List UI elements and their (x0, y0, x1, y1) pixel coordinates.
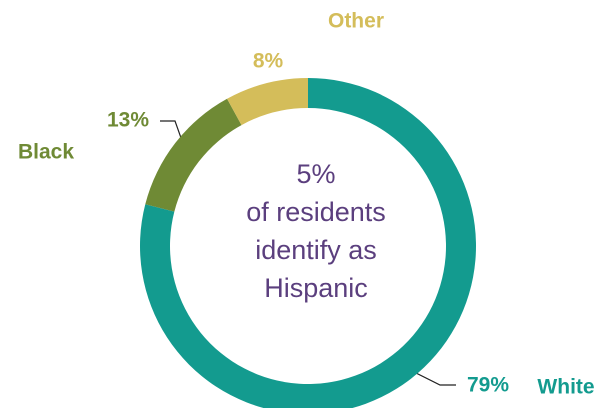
center-annotation: 5% (296, 159, 335, 189)
value-label: 13% (107, 109, 149, 132)
center-annotation: of residents (246, 197, 386, 227)
center-annotation: identify as (255, 235, 377, 265)
donut-segment (227, 78, 308, 126)
category-label: White (537, 376, 594, 399)
donut-segment (145, 98, 242, 212)
center-annotation: Hispanic (264, 273, 368, 303)
value-label: 8% (253, 50, 284, 73)
value-label: 79% (467, 374, 509, 397)
category-label: Black (18, 141, 74, 164)
category-label: Other (328, 10, 384, 33)
